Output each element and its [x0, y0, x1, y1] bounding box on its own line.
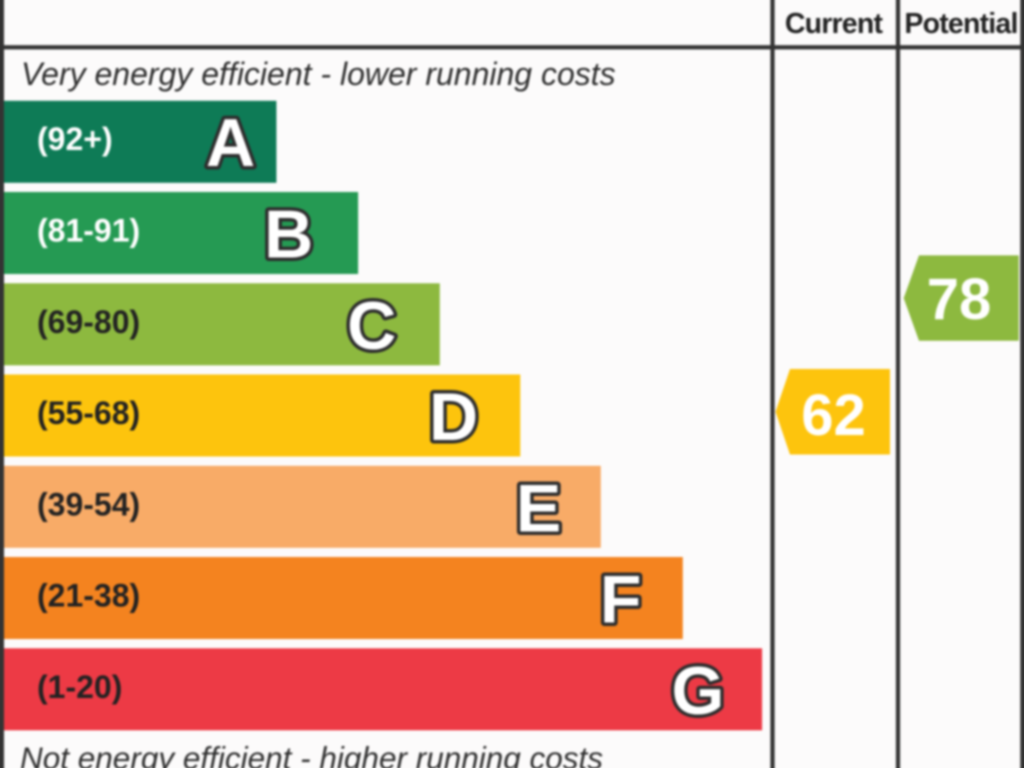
svg-text:C: C [347, 288, 396, 364]
svg-text:Not energy efficient - higher: Not energy efficient - higher running co… [20, 740, 603, 768]
svg-text:(39-54): (39-54) [37, 487, 140, 523]
svg-text:D: D [429, 379, 478, 455]
svg-text:78: 78 [927, 267, 992, 332]
svg-text:(1-20): (1-20) [37, 669, 122, 705]
svg-text:(69-80): (69-80) [37, 304, 140, 340]
svg-text:A: A [206, 105, 255, 181]
svg-text:(55-68): (55-68) [37, 395, 140, 431]
svg-text:F: F [600, 562, 642, 638]
svg-text:Very energy efficient - lower: Very energy efficient - lower running co… [21, 56, 616, 92]
svg-text:(81-91): (81-91) [37, 213, 140, 249]
svg-text:B: B [264, 197, 313, 273]
svg-text:(21-38): (21-38) [37, 578, 140, 614]
svg-text:G: G [672, 653, 725, 729]
svg-text:Current: Current [785, 8, 884, 40]
svg-text:Potential: Potential [904, 8, 1017, 40]
svg-text:(92+): (92+) [37, 121, 113, 157]
svg-text:E: E [516, 471, 561, 547]
svg-text:62: 62 [801, 383, 866, 448]
